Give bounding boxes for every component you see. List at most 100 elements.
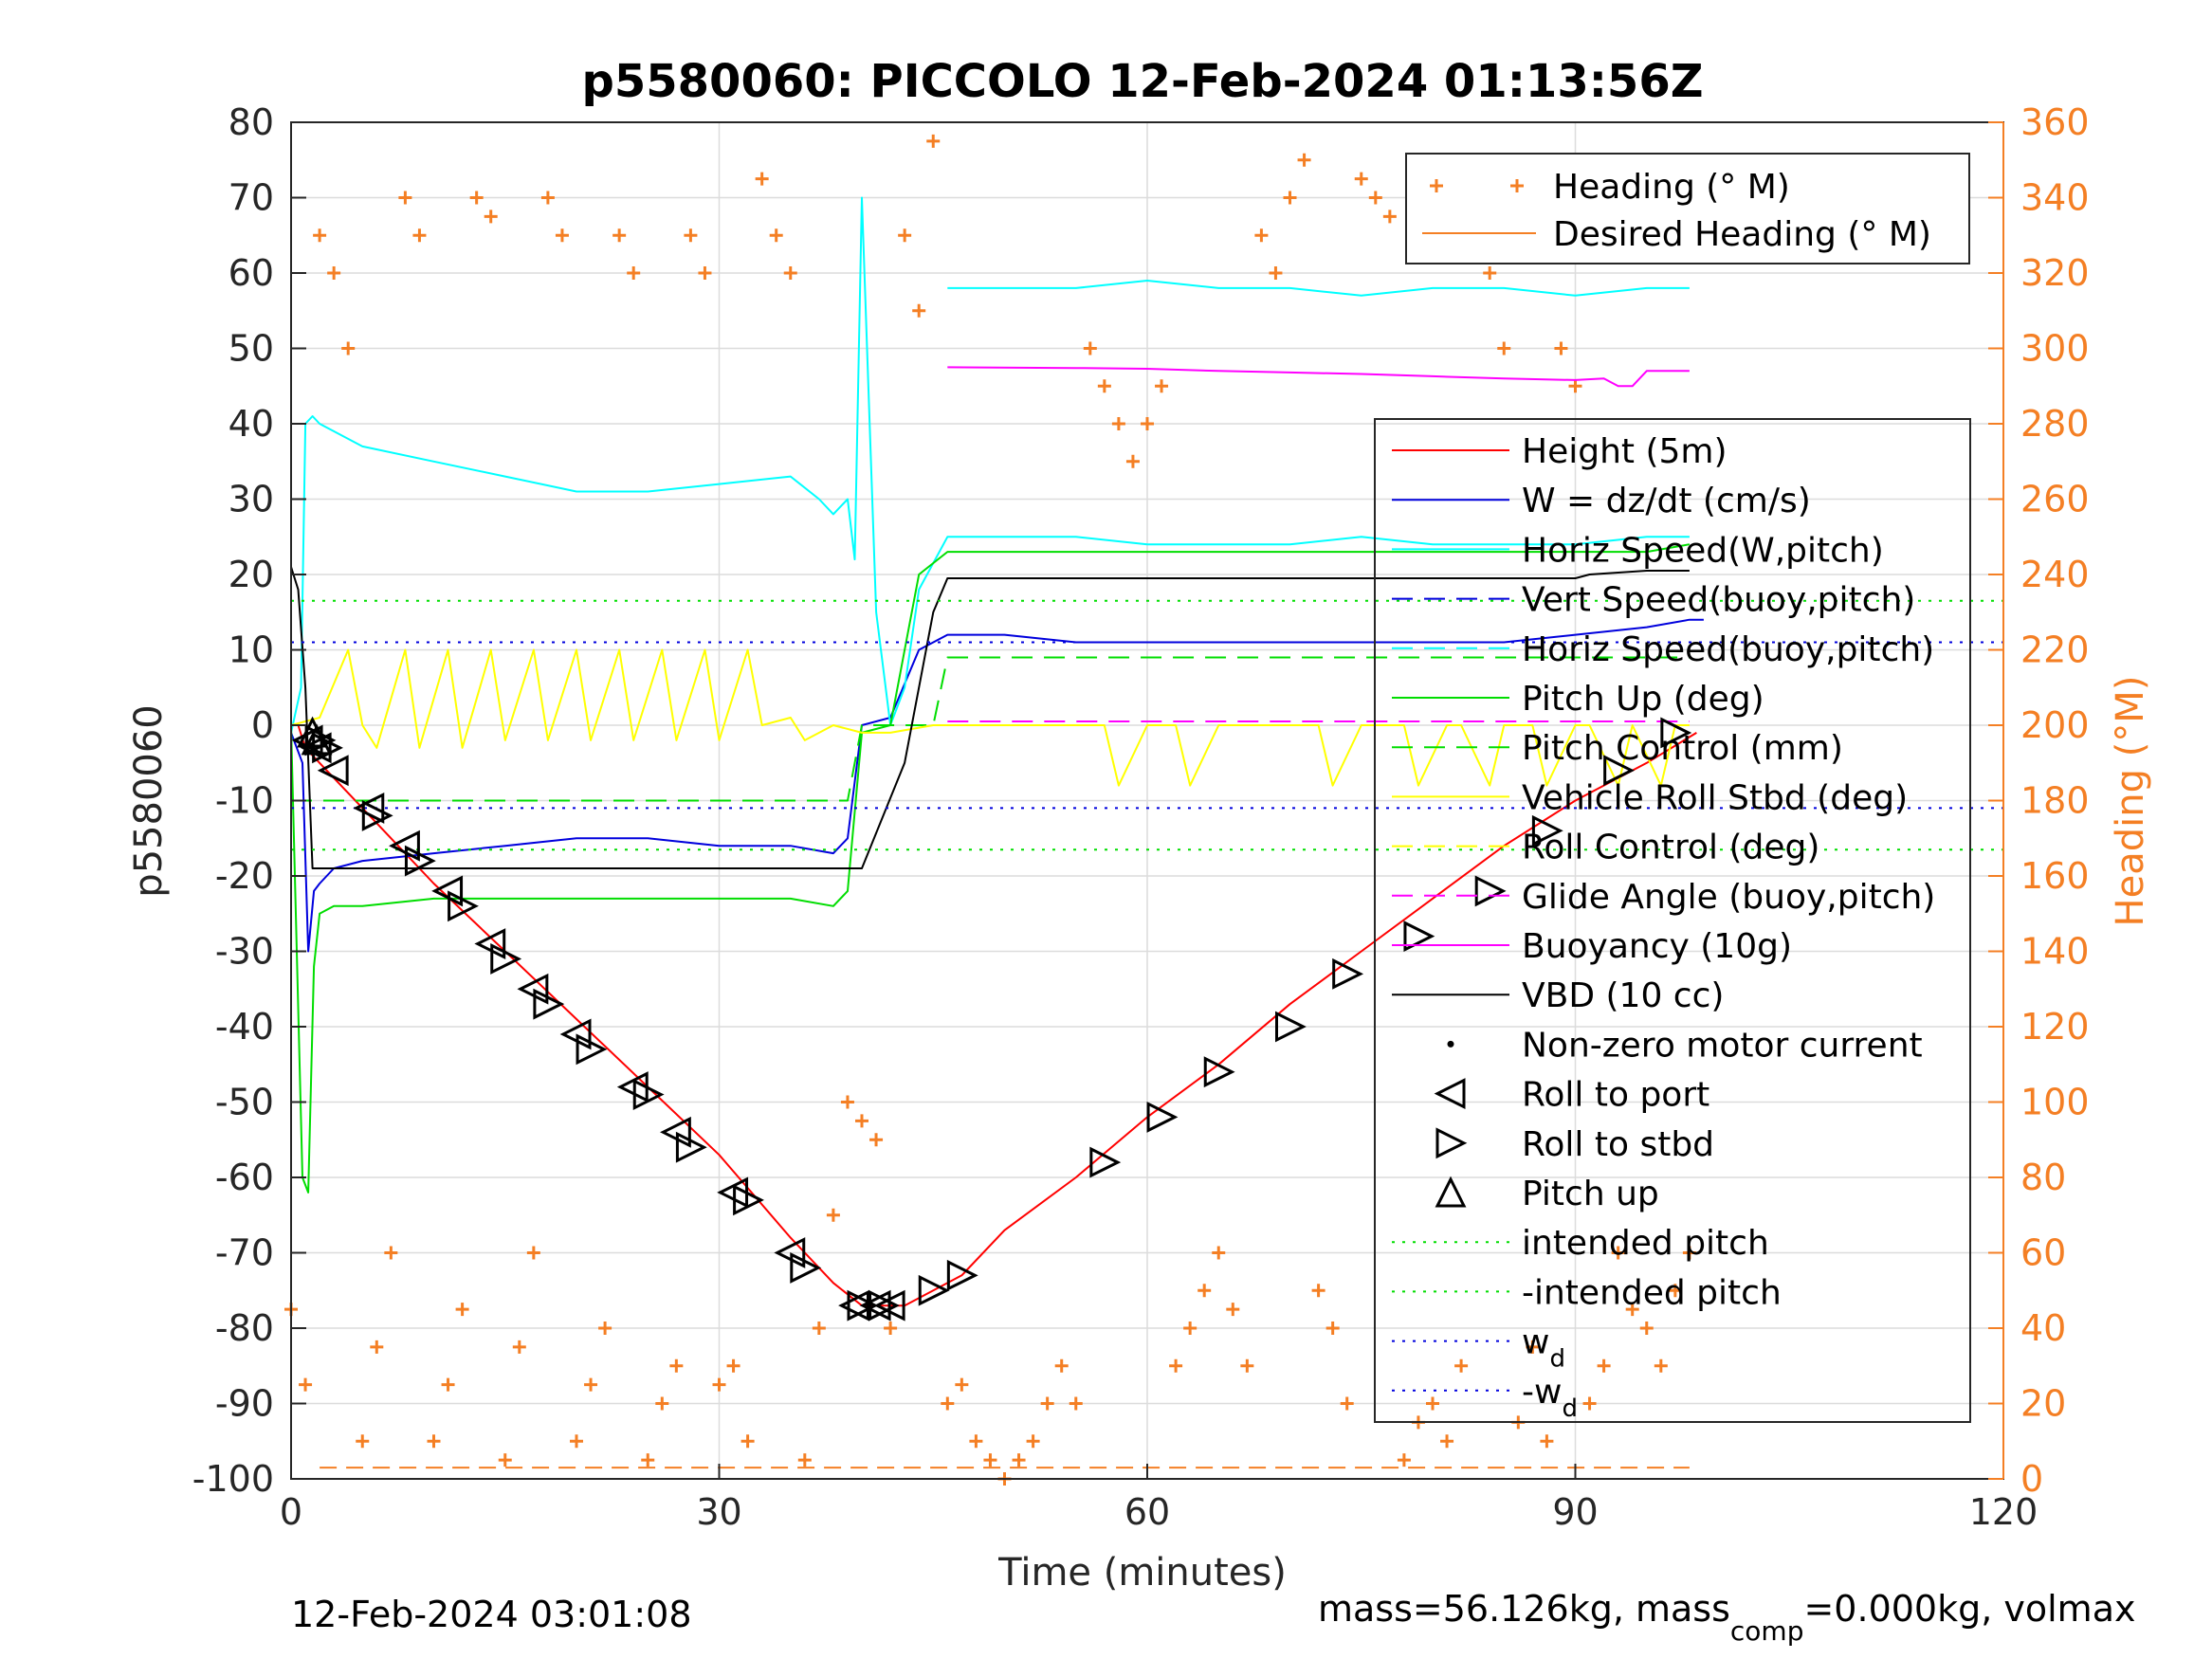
heading-point xyxy=(1169,1358,1183,1373)
heading-point xyxy=(1040,1396,1054,1411)
legend-label: Roll to port xyxy=(1522,1076,1709,1115)
heading-point xyxy=(955,1377,969,1392)
y-tick-label: -80 xyxy=(215,1307,274,1349)
heading-point xyxy=(1682,1246,1696,1260)
y2-tick-label: 40 xyxy=(2020,1307,2066,1349)
roll-to-stbd-marker xyxy=(1531,814,1563,847)
y2-tick-label: 260 xyxy=(2020,479,2090,520)
heading-point xyxy=(1639,1322,1654,1335)
roll-to-port-marker xyxy=(317,755,349,787)
roll-to-stbd-marker xyxy=(1660,717,1692,749)
roll-to-port-marker xyxy=(859,1289,891,1322)
heading-point xyxy=(341,341,356,356)
heading-point xyxy=(327,266,341,280)
legend-label: Non-zero motor current xyxy=(1522,1026,1923,1065)
heading-point xyxy=(783,266,797,280)
heading-point xyxy=(455,1303,469,1317)
heading-point xyxy=(1097,379,1111,393)
y-tick-label: -100 xyxy=(192,1458,274,1500)
heading-point xyxy=(641,1453,655,1468)
roll-to-stbd-marker xyxy=(490,943,522,975)
heading-point xyxy=(840,1095,854,1109)
heading-point xyxy=(1240,1358,1254,1373)
legend-label: Roll Control (deg) xyxy=(1522,829,1819,867)
heading-point xyxy=(1382,210,1397,224)
x-axis-label: Time (minutes) xyxy=(997,1551,1287,1595)
heading-point xyxy=(755,172,769,186)
footer-mass-text: mass=56.126kg, mass xyxy=(1318,1588,1730,1630)
legend-label: Buoyancy (10g) xyxy=(1522,927,1792,966)
heading-point xyxy=(1283,191,1297,205)
legend-heading-label: Heading (° M) xyxy=(1553,168,1790,207)
roll-to-stbd-marker xyxy=(1603,755,1636,787)
heading-point xyxy=(1069,1396,1083,1411)
heading-point xyxy=(1397,1453,1411,1468)
heading-point xyxy=(299,1377,313,1392)
y-tick-label: -20 xyxy=(215,855,274,897)
y2-axis-label: Heading (°M) xyxy=(2109,676,2152,927)
roll-to-port-marker xyxy=(353,793,385,824)
roll-to-stbd-marker xyxy=(533,988,565,1020)
roll-to-stbd-marker xyxy=(733,1184,764,1216)
y-tick-label: 60 xyxy=(229,252,274,294)
y-tick-label: 20 xyxy=(229,554,274,595)
roll-to-stbd-marker xyxy=(1089,1146,1122,1178)
heading-point xyxy=(1125,454,1140,468)
heading-point xyxy=(441,1377,455,1392)
heading-point xyxy=(1026,1434,1040,1449)
roll-to-stbd-marker xyxy=(448,890,479,922)
heading-point xyxy=(370,1340,384,1354)
legend-heading-label: Desired Heading (° M) xyxy=(1553,215,1931,254)
legend-label: Vehicle Roll Stbd (deg) xyxy=(1522,778,1908,817)
legend-symbol xyxy=(1435,1127,1468,1159)
y2-tick-label: 300 xyxy=(2020,328,2090,370)
heading-point xyxy=(855,1114,868,1128)
heading-point xyxy=(926,134,941,148)
heading-point xyxy=(512,1340,526,1354)
y2-tick-label: 140 xyxy=(2020,931,2090,973)
roll-to-stbd-marker xyxy=(1474,875,1507,907)
x-tick-label: 60 xyxy=(1124,1491,1170,1533)
series-line-horiz-speed-buoy-pitch xyxy=(947,280,1690,297)
y2-tick-label: 320 xyxy=(2020,252,2090,294)
y-tick-label: 50 xyxy=(229,328,274,370)
series-line-vbd-10-cc xyxy=(290,566,1690,869)
heading-point xyxy=(1611,1246,1625,1260)
y-tick-label: 10 xyxy=(229,629,274,671)
heading-point xyxy=(313,228,327,243)
heading-point xyxy=(1597,1358,1611,1373)
legend-main: Height (5m) W = dz/dt (cm/s) Horiz Speed(W… xyxy=(1374,418,1971,1423)
legend-label: Horiz Speed(W,pitch) xyxy=(1522,531,1884,570)
roll-to-stbd-marker xyxy=(404,845,436,877)
y2-tick-label: 0 xyxy=(2020,1458,2043,1500)
y-tick-label: -40 xyxy=(215,1006,274,1048)
y2-tick-label: 240 xyxy=(2020,554,2090,595)
legend-label: Pitch Control (mm) xyxy=(1522,729,1843,768)
y-tick-label: 30 xyxy=(229,479,274,520)
heading-point xyxy=(1083,341,1097,356)
heading-point xyxy=(1269,266,1283,280)
heading-point xyxy=(1625,1303,1639,1317)
heading-point xyxy=(498,1453,512,1468)
heading-point xyxy=(898,228,912,243)
heading-point xyxy=(740,1434,755,1449)
roll-to-stbd-marker xyxy=(361,799,393,831)
heading-point xyxy=(1526,1340,1540,1354)
heading-point xyxy=(1212,1246,1226,1260)
legend-heading: Heading (° M) Desired Heading (° M) xyxy=(1405,153,1970,264)
heading-point xyxy=(1141,417,1154,430)
heading-point xyxy=(1668,1284,1682,1298)
y-tick-label: 80 xyxy=(229,101,274,143)
x-tick-label: 30 xyxy=(696,1491,741,1533)
y2-tick-label: 280 xyxy=(2020,403,2090,445)
legend-label: Roll to stbd xyxy=(1522,1125,1714,1164)
legend-label: W = dz/dt (cm/s) xyxy=(1522,482,1811,520)
heading-point xyxy=(812,1322,826,1335)
roll-to-stbd-marker xyxy=(868,1289,900,1322)
footer-mass-sub: comp xyxy=(1730,1615,1804,1647)
y-tick-label: 40 xyxy=(229,403,274,445)
heading-point xyxy=(726,1358,740,1373)
heading-point xyxy=(526,1246,540,1260)
heading-point xyxy=(1497,341,1511,356)
footer-mass-tail: =0.000kg, volmax xyxy=(1803,1588,2135,1630)
